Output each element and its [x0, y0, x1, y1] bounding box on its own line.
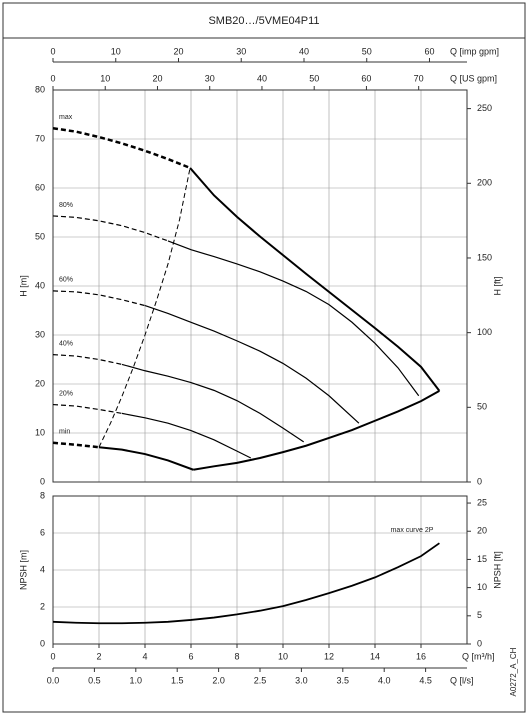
plot-frame	[52, 89, 468, 483]
y2-tick-label: 50	[477, 402, 487, 412]
x3-tick-label: 30	[205, 73, 215, 83]
y2-tick-label: 25	[477, 497, 487, 507]
curve-label: min	[59, 429, 70, 436]
x2-tick-label: 0.5	[88, 675, 101, 685]
y2-tick-label: 100	[477, 327, 492, 337]
x2-axis-label: Q [l/s]	[450, 675, 474, 685]
y2-tick-label: 15	[477, 554, 487, 564]
x2-tick-label: 30	[236, 46, 246, 56]
x3-tick-label: 70	[414, 73, 424, 83]
x-tick-label: 2	[96, 651, 101, 661]
x-tick-label: 4	[142, 651, 147, 661]
x3-tick-label: 60	[361, 73, 371, 83]
y-tick-label: 30	[35, 329, 45, 339]
x-axis-label: Q [m³/h]	[462, 651, 495, 661]
y-axis-label: NPSH [m]	[18, 550, 28, 590]
y-tick-label: 40	[35, 280, 45, 290]
y-tick-label: 50	[35, 231, 45, 241]
y2-axis-label: H [ft]	[492, 276, 502, 295]
x2-tick-label: 0.0	[47, 675, 60, 685]
y-tick-label: 0	[40, 476, 45, 486]
curve-label: 20%	[59, 390, 73, 397]
y-tick-label: 4	[40, 564, 45, 574]
x3-tick-label: 50	[309, 73, 319, 83]
x2-tick-label: 1.5	[171, 675, 184, 685]
y2-tick-label: 0	[477, 638, 482, 648]
y-tick-label: 8	[40, 490, 45, 500]
x-tick-label: 0	[50, 651, 55, 661]
y-tick-label: 60	[35, 182, 45, 192]
y2-tick-label: 200	[477, 178, 492, 188]
curve-label: max curve 2P	[391, 527, 434, 534]
y-tick-label: 2	[40, 601, 45, 611]
x2-tick-label: 3.5	[337, 675, 350, 685]
y-tick-label: 6	[40, 527, 45, 537]
curve-label: 80%	[59, 202, 73, 209]
curve	[167, 240, 420, 397]
y-axis-label: H [m]	[18, 275, 28, 297]
curve-label: 60%	[59, 277, 73, 284]
x2-tick-label: 2.0	[212, 675, 225, 685]
y2-tick-label: 150	[477, 252, 492, 262]
x3-tick-label: 40	[257, 73, 267, 83]
y-tick-label: 80	[35, 84, 45, 94]
x2-tick-label: 2.5	[254, 675, 267, 685]
curve	[121, 363, 305, 443]
curve	[189, 167, 441, 392]
x2-tick-label: 0	[50, 46, 55, 56]
x3-axis-label: Q [US gpm]	[450, 73, 497, 83]
y2-tick-label: 250	[477, 103, 492, 113]
x2-tick-label: 20	[173, 46, 183, 56]
curve	[98, 446, 194, 471]
y2-tick-label: 20	[477, 526, 487, 536]
x3-tick-label: 10	[100, 73, 110, 83]
x2-axis-label: Q [imp gpm]	[450, 46, 499, 56]
y2-axis-label: NPSH [ft]	[492, 551, 502, 589]
curve	[52, 542, 440, 625]
curve	[121, 412, 252, 459]
curve	[52, 126, 191, 170]
y2-tick-label: 5	[477, 610, 482, 620]
y-tick-label: 70	[35, 133, 45, 143]
x-tick-label: 6	[188, 651, 193, 661]
curve-label: max	[59, 114, 73, 121]
x2-tick-label: 1.0	[130, 675, 143, 685]
curve	[98, 167, 191, 448]
x3-tick-label: 20	[152, 73, 162, 83]
x2-tick-label: 50	[362, 46, 372, 56]
x-tick-label: 10	[278, 651, 288, 661]
x-tick-label: 14	[370, 651, 380, 661]
curve	[52, 215, 169, 242]
y-tick-label: 10	[35, 427, 45, 437]
y-tick-label: 20	[35, 378, 45, 388]
curve-label: 40%	[59, 340, 73, 347]
curve	[52, 354, 123, 365]
x2-tick-label: 3.0	[295, 675, 308, 685]
y2-tick-label: 0	[477, 476, 482, 486]
x2-tick-label: 60	[424, 46, 434, 56]
curve	[52, 403, 123, 414]
x-tick-label: 8	[234, 651, 239, 661]
x2-tick-label: 4.5	[419, 675, 432, 685]
y2-tick-label: 10	[477, 582, 487, 592]
curve	[52, 441, 100, 449]
drawing-code: A0272_A_CH	[509, 647, 518, 696]
x2-tick-label: 40	[299, 46, 309, 56]
curve	[193, 389, 440, 471]
x2-tick-label: 10	[111, 46, 121, 56]
chart-title: SMB20…/5VME04P11	[208, 15, 319, 27]
x-tick-label: 12	[324, 651, 334, 661]
x2-tick-label: 4.0	[378, 675, 391, 685]
x-tick-label: 16	[416, 651, 426, 661]
y-tick-label: 0	[40, 638, 45, 648]
x3-tick-label: 0	[50, 73, 55, 83]
curve	[144, 305, 360, 424]
plot-frame	[52, 495, 468, 645]
